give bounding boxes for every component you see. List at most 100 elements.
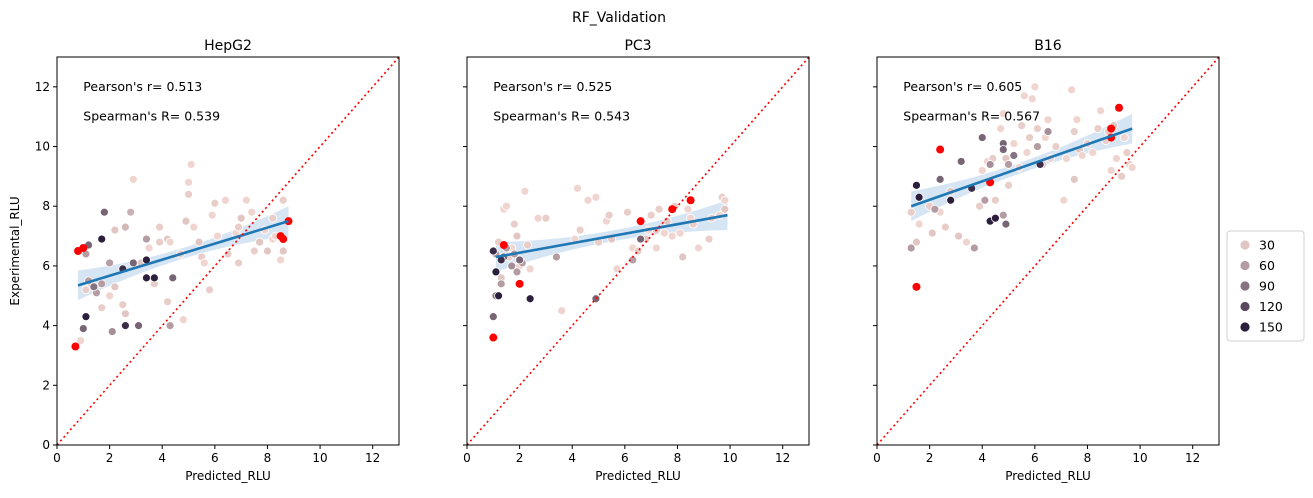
scatter-point — [213, 231, 222, 241]
scatter-point — [249, 246, 259, 256]
identity-line — [877, 57, 1219, 445]
scatter-point — [969, 243, 979, 253]
subplot-panels: HepG2 0 2 4 6 8 10 12 0 2 4 6 8 10 12 Predicted_RLU Expe… — [8, 38, 1220, 483]
scatter-point — [234, 258, 243, 268]
x-tick-label: 8 — [674, 451, 682, 465]
scatter-point — [78, 324, 88, 334]
scatter-point — [956, 157, 966, 166]
x-tick-label: 0 — [53, 451, 61, 465]
scatter-point — [488, 246, 498, 256]
scatter-point — [199, 258, 209, 268]
regression-line — [910, 127, 1133, 208]
scatter-point — [996, 124, 1006, 134]
scatter-point — [97, 279, 107, 289]
subplot-title: B16 — [1034, 38, 1062, 54]
scatter-point — [210, 198, 220, 208]
scatter-point — [488, 312, 498, 322]
scatter-point — [704, 234, 714, 244]
scatter-point — [142, 234, 151, 244]
scatter-point — [1009, 151, 1019, 160]
x-tick-label: 2 — [516, 451, 524, 465]
scatter-point — [659, 228, 669, 238]
scatter-point — [184, 189, 193, 199]
x-axis-label: Predicted_RLU — [595, 469, 681, 483]
scatter-point — [107, 327, 117, 336]
scatter-point — [678, 252, 688, 262]
spearman-annotation: Spearman's R= 0.539 — [83, 109, 220, 124]
scatter-point — [998, 210, 1008, 220]
x-tick-label: 10 — [722, 451, 737, 465]
scatter-point — [194, 237, 204, 247]
hue-legend: 30 60 90 120 150 — [1226, 230, 1305, 342]
spearman-annotation: Spearman's R= 0.543 — [493, 109, 630, 124]
scatter-point — [1069, 174, 1079, 184]
highlight-point — [912, 282, 921, 291]
scatter-point — [720, 195, 730, 205]
scatter-point — [1051, 142, 1061, 151]
scatter-point — [121, 309, 130, 319]
scatter-point — [1062, 154, 1071, 163]
y-axis-label: Experimental_RLU — [8, 196, 22, 305]
scatter-point — [1001, 219, 1011, 229]
scatter-point — [1088, 148, 1098, 157]
highlight-point — [279, 235, 288, 244]
scatter-point — [263, 246, 272, 256]
scatter-point — [1009, 139, 1019, 148]
plot-area — [467, 57, 809, 445]
scatter-point — [181, 216, 191, 226]
scatter-point — [1106, 166, 1116, 175]
x-tick-label: 0 — [873, 451, 881, 465]
y-tick-label: 0 — [42, 438, 50, 452]
scatter-point — [512, 231, 522, 241]
axes-frame — [876, 56, 1220, 446]
scatter-point — [575, 225, 585, 235]
y-tick-label: 8 — [42, 199, 50, 213]
scatter-point — [541, 213, 551, 223]
subplot-pc3: PC3 0 2 4 6 8 10 12 Predicted_RLU Pearson's r= 0.… — [463, 38, 810, 483]
y-tick-label: 4 — [42, 319, 50, 333]
x-tick-label: 4 — [568, 451, 576, 465]
scatter-point — [1069, 127, 1079, 137]
scatter-point — [502, 201, 511, 211]
scatter-point — [633, 246, 643, 256]
scatter-point — [591, 294, 601, 304]
highlight-point — [668, 205, 677, 214]
x-tick-label: 10 — [312, 451, 327, 465]
subplot-title: HepG2 — [204, 38, 252, 54]
scatter-point — [105, 291, 115, 301]
scatter-point — [1077, 151, 1087, 160]
scatter-point — [1019, 91, 1029, 101]
scatter-point — [912, 237, 921, 247]
scatter-point — [496, 279, 506, 289]
scatter-point — [189, 222, 199, 232]
scatter-point — [491, 267, 501, 277]
scatter-point — [121, 321, 130, 331]
scatter-point — [99, 207, 109, 217]
scatter-point — [278, 195, 288, 205]
legend-label: 120 — [1259, 299, 1283, 314]
scatter-point — [675, 228, 685, 238]
pearson-annotation: Pearson's r= 0.513 — [83, 79, 202, 94]
scatter-point — [914, 219, 924, 229]
scatter-point — [255, 237, 264, 247]
axes-frame — [466, 56, 810, 446]
scatter-point — [168, 273, 178, 283]
legend-marker — [1239, 321, 1251, 333]
scatter-point — [646, 210, 656, 220]
scatter-point — [155, 237, 165, 247]
scatter-point — [1004, 180, 1013, 190]
scatter-point — [165, 321, 175, 331]
x-tick-label: 2 — [106, 451, 114, 465]
scatter-point — [694, 243, 703, 253]
scatter-point — [1067, 85, 1077, 95]
pearson-annotation: Pearson's r= 0.525 — [493, 79, 612, 94]
y-tick-label: 6 — [42, 259, 50, 273]
highlight-point — [636, 217, 645, 226]
scatter-point — [1027, 94, 1037, 104]
highlight-point — [936, 145, 945, 154]
scatter-point — [268, 213, 278, 223]
legend-marker — [1239, 239, 1251, 251]
scatter-point — [223, 249, 233, 259]
highlight-point — [1107, 124, 1116, 133]
